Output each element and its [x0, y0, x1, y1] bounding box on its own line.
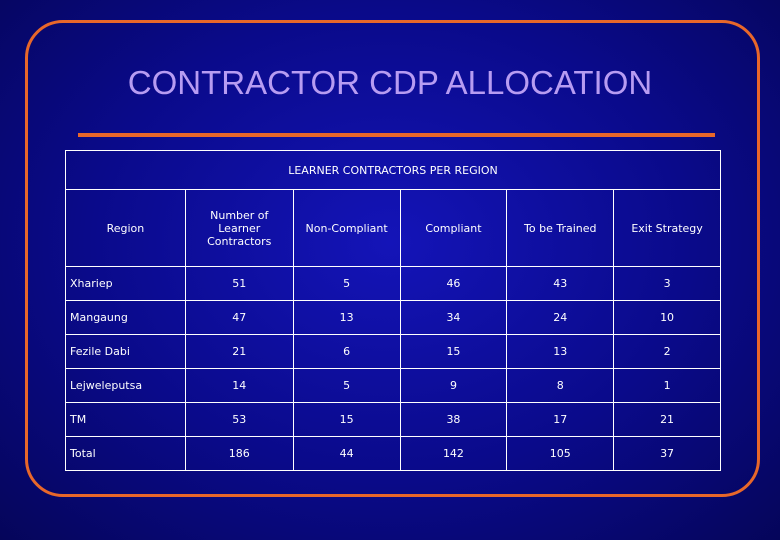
value-cell: 44 — [292, 436, 401, 471]
header-row: Region Number of Learner Contractors Non-C… — [65, 189, 721, 267]
value-cell: 13 — [292, 300, 401, 335]
value-cell: 13 — [506, 334, 615, 369]
data-row: Lejweleputsa 14 5 9 8 1 — [65, 368, 721, 403]
value-cell: 38 — [399, 402, 508, 437]
value-cell: 21 — [613, 402, 721, 437]
data-row: Xhariep 51 5 46 43 3 — [65, 266, 721, 301]
value-cell: 24 — [506, 300, 615, 335]
region-cell: TM — [65, 402, 186, 437]
value-cell: 21 — [184, 334, 294, 369]
region-cell: Xhariep — [65, 266, 186, 301]
value-cell: 1 — [613, 368, 721, 403]
header-cell: Exit Strategy — [613, 189, 721, 267]
value-cell: 14 — [184, 368, 294, 403]
region-cell: Mangaung — [65, 300, 186, 335]
value-cell: 3 — [613, 266, 721, 301]
value-cell: 6 — [292, 334, 401, 369]
table-caption: LEARNER CONTRACTORS PER REGION — [65, 150, 721, 190]
region-cell: Fezile Dabi — [65, 334, 186, 369]
value-cell: 15 — [399, 334, 508, 369]
region-cell: Total — [65, 436, 186, 471]
value-cell: 8 — [506, 368, 615, 403]
slide-title: CONTRACTOR CDP ALLOCATION — [127, 64, 653, 101]
value-cell: 46 — [399, 266, 508, 301]
value-cell: 47 — [184, 300, 294, 335]
data-row: Mangaung 47 13 34 24 10 — [65, 300, 721, 335]
value-cell: 34 — [399, 300, 508, 335]
region-cell: Lejweleputsa — [65, 368, 186, 403]
value-cell: 186 — [184, 436, 294, 471]
value-cell: 17 — [506, 402, 615, 437]
value-cell: 105 — [506, 436, 615, 471]
header-cell: Number of Learner Contractors — [184, 189, 294, 267]
caption-row: LEARNER CONTRACTORS PER REGION — [65, 150, 721, 190]
title-rule — [78, 133, 715, 137]
data-row: TM 53 15 38 17 21 — [65, 402, 721, 437]
value-cell: 53 — [184, 402, 294, 437]
data-row: Total 186 44 142 105 37 — [65, 436, 721, 471]
header-cell: To be Trained — [506, 189, 615, 267]
value-cell: 51 — [184, 266, 294, 301]
header-cell: Compliant — [399, 189, 508, 267]
value-cell: 5 — [292, 368, 401, 403]
value-cell: 142 — [399, 436, 508, 471]
header-cell: Non-Compliant — [292, 189, 401, 267]
data-row: Fezile Dabi 21 6 15 13 2 — [65, 334, 721, 369]
value-cell: 10 — [613, 300, 721, 335]
region-table: LEARNER CONTRACTORS PER REGION Region Num… — [65, 150, 721, 471]
value-cell: 43 — [506, 266, 615, 301]
value-cell: 2 — [613, 334, 721, 369]
value-cell: 15 — [292, 402, 401, 437]
value-cell: 9 — [399, 368, 508, 403]
header-cell: Region — [65, 189, 186, 267]
slide-frame — [25, 20, 760, 497]
table-body: LEARNER CONTRACTORS PER REGION Region Num… — [65, 150, 721, 471]
value-cell: 37 — [613, 436, 721, 471]
value-cell: 5 — [292, 266, 401, 301]
